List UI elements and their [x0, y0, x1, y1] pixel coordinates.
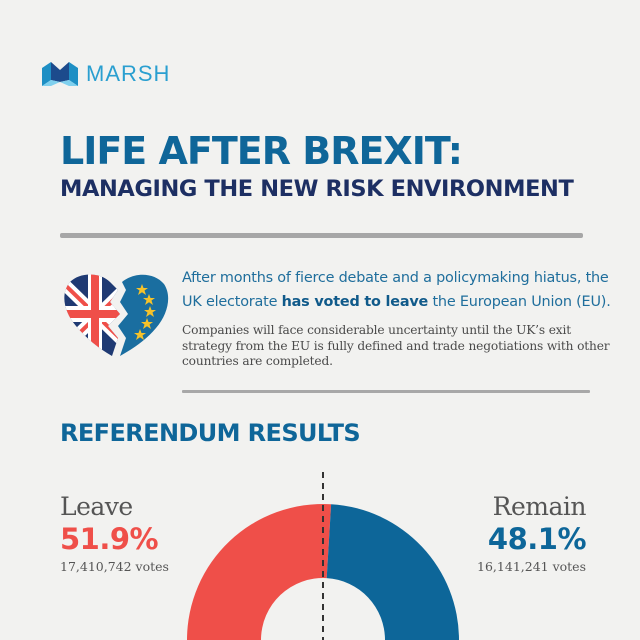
referendum-half-donut-chart — [187, 472, 459, 640]
intro-lead-text: After months of fierce debate and a poli… — [182, 266, 612, 314]
brand-logo: MARSH — [42, 62, 170, 86]
remain-votes: 16,141,241 votes — [477, 559, 586, 574]
leave-votes: 17,410,742 votes — [60, 559, 169, 574]
lead-text-part2: the European Union (EU). — [428, 294, 611, 310]
remain-result: Remain 48.1% 16,141,241 votes — [477, 492, 586, 576]
intro-body-text: Companies will face considerable uncerta… — [182, 323, 610, 368]
marsh-logo-icon — [42, 62, 78, 86]
divider — [60, 233, 583, 238]
remain-percent: 48.1% — [487, 522, 587, 556]
leave-arc — [187, 504, 332, 640]
leave-label: Leave — [60, 492, 133, 521]
remain-label: Remain — [492, 492, 587, 521]
page-subtitle: MANAGING THE NEW RISK ENVIRONMENT — [60, 176, 574, 202]
remain-arc — [326, 504, 459, 640]
page-title: LIFE AFTER BREXIT: — [60, 129, 463, 173]
brand-name: MARSH — [86, 61, 171, 86]
leave-percent: 51.9% — [60, 522, 159, 556]
leave-result: Leave 51.9% 17,410,742 votes — [60, 492, 169, 576]
lead-text-emphasis: has voted to leave — [281, 294, 429, 310]
lead-text-part1: After months of fierce debate and a poli… — [182, 270, 609, 310]
broken-heart-uk-eu-flag-icon — [64, 274, 169, 356]
results-title: REFERENDUM RESULTS — [60, 419, 361, 447]
divider — [182, 390, 590, 393]
